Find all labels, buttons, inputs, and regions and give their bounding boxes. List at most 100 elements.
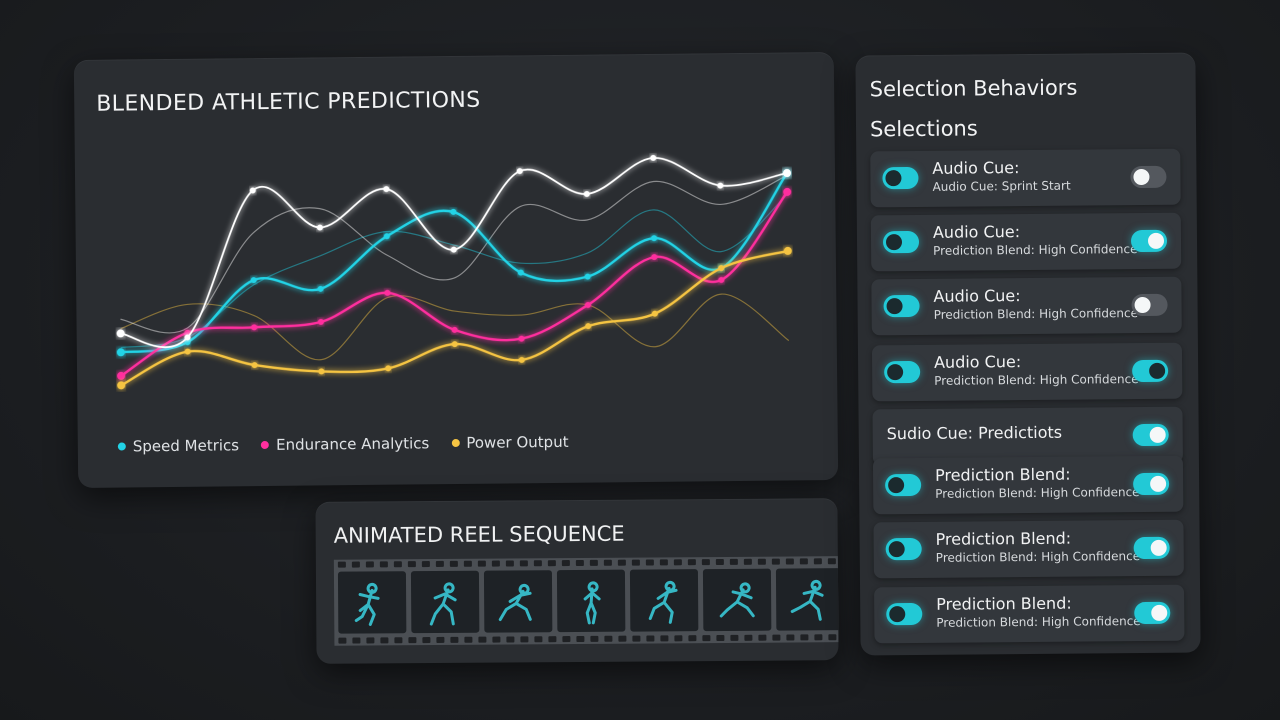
data-point[interactable] [383,186,390,193]
data-point[interactable] [385,365,392,372]
row-left-toggle[interactable] [883,294,920,318]
row-left-toggle[interactable] [885,537,922,561]
data-point[interactable] [317,318,324,325]
data-point[interactable] [518,356,525,363]
data-point[interactable] [717,182,724,189]
data-point[interactable] [451,326,458,333]
toggle-switch[interactable] [1133,472,1170,496]
row-left-toggle[interactable] [885,473,922,497]
data-point[interactable] [651,254,658,261]
row-left-toggle[interactable] [882,166,919,190]
reel-frame[interactable] [410,570,480,634]
data-point[interactable] [451,341,458,348]
reel-frame[interactable] [483,570,553,633]
data-point[interactable] [318,368,325,375]
data-point[interactable] [651,310,658,317]
data-point[interactable] [184,339,191,346]
toggle-switch[interactable] [885,537,922,561]
data-point[interactable] [116,329,125,338]
selection-row[interactable]: Audio Cue: Prediction Blend: High Confide… [871,276,1182,336]
toggle-switch[interactable] [884,360,921,384]
toggle-switch[interactable] [883,294,920,318]
selection-row[interactable]: Audio Cue: Audio Cue: Sprint Start [870,148,1181,208]
selection-row[interactable]: Prediction Blend: Prediction Blend: High … [872,455,1184,515]
reel-frame[interactable] [556,569,626,633]
data-point[interactable] [585,323,592,330]
data-point[interactable] [184,348,191,355]
data-point[interactable] [250,277,257,284]
toggle-switch[interactable] [882,230,920,254]
row-right-toggle[interactable] [1130,165,1167,189]
data-point[interactable] [517,269,524,276]
selection-row[interactable]: Audio Cue: Prediction Blend: High Confide… [871,342,1183,402]
data-point[interactable] [249,187,256,194]
data-point[interactable] [516,168,523,175]
data-point[interactable] [584,301,591,308]
data-point[interactable] [317,285,324,292]
row-right-toggle[interactable] [1132,423,1169,447]
selection-row[interactable]: Prediction Blend: Prediction Blend: High … [873,519,1184,579]
toggle-switch[interactable] [1130,165,1167,189]
row-right-toggle[interactable] [1130,229,1168,253]
toggle-switch[interactable] [885,473,922,497]
toggle-switch[interactable] [886,602,923,626]
data-point[interactable] [518,335,525,342]
toggle-switch[interactable] [1134,601,1171,625]
data-point[interactable] [650,154,657,161]
film-perforation [631,559,640,566]
selection-row[interactable]: Audio Cue: Prediction Blend: High Confide… [870,212,1182,272]
runner-icon [429,582,457,626]
data-point[interactable] [384,289,391,296]
film-perforation [786,634,795,641]
data-point[interactable] [783,187,792,196]
toggle-switch[interactable] [1130,229,1168,253]
data-point[interactable] [251,324,258,331]
data-point[interactable] [450,246,457,253]
film-perforation [646,635,655,642]
row-left-toggle[interactable] [882,230,920,254]
toggle-switch[interactable] [1131,293,1168,317]
data-point[interactable] [184,329,191,336]
line-chart [116,154,792,390]
data-point[interactable] [718,276,725,283]
data-point[interactable] [116,348,125,357]
reel-frame[interactable] [775,568,839,631]
film-perforation [744,634,753,641]
row-right-toggle[interactable] [1132,359,1169,383]
data-point[interactable] [718,265,725,272]
reel-frame[interactable] [629,569,699,632]
film-perforation [674,635,683,642]
data-point[interactable] [584,273,591,280]
data-point[interactable] [783,246,792,255]
data-point[interactable] [450,208,457,215]
data-point[interactable] [583,191,590,198]
toggle-switch[interactable] [1132,359,1169,383]
row-right-toggle[interactable] [1131,293,1168,317]
film-perforation [547,560,556,567]
data-point[interactable] [783,169,792,178]
reel-frame[interactable] [337,571,407,634]
reel-frame[interactable] [702,568,772,632]
data-point[interactable] [117,381,126,390]
toggle-switch[interactable] [1133,536,1170,560]
row-title: Audio Cue: [932,222,1021,242]
row-right-toggle[interactable] [1134,601,1171,625]
film-perforation [491,560,500,567]
data-point[interactable] [383,233,390,240]
data-point[interactable] [651,235,658,242]
selections-heading: Selections [869,116,978,142]
data-point[interactable] [117,371,126,380]
film-perforation [660,635,669,642]
row-right-toggle[interactable] [1133,536,1170,560]
data-point[interactable] [316,224,323,231]
data-point[interactable] [184,334,191,341]
toggle-switch[interactable] [1132,423,1169,447]
row-left-toggle[interactable] [886,602,923,626]
row-left-toggle[interactable] [884,360,921,384]
row-subtitle: Audio Cue: Sprint Start [932,178,1071,194]
selection-row[interactable]: Prediction Blend: Prediction Blend: High … [874,584,1185,644]
toggle-switch[interactable] [882,166,919,190]
film-strip[interactable] [333,556,839,646]
data-point[interactable] [251,362,258,369]
row-right-toggle[interactable] [1133,472,1170,496]
